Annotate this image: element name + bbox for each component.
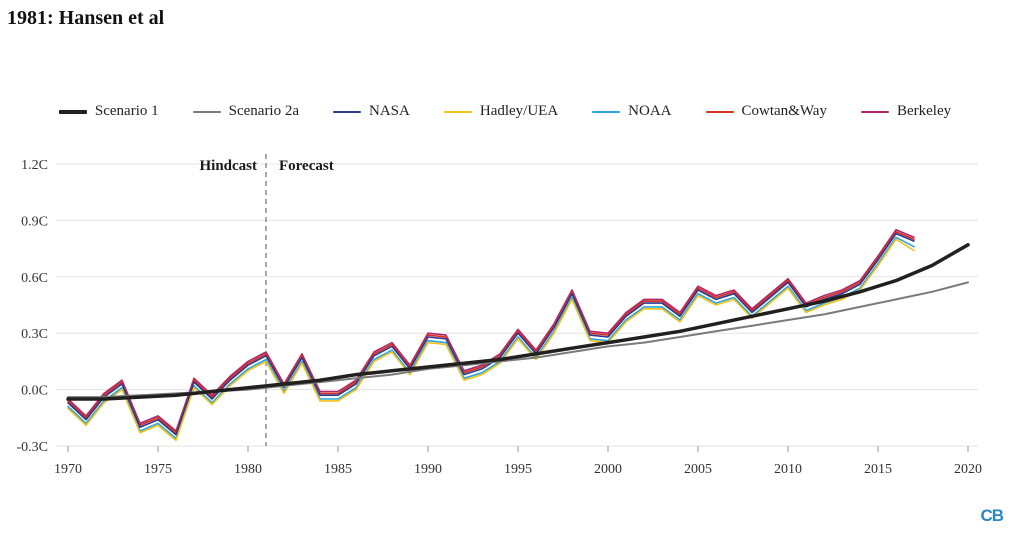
x-axis-label: 1975 bbox=[144, 462, 172, 477]
x-axis-label: 1970 bbox=[54, 462, 82, 477]
legend-label: NASA bbox=[369, 103, 410, 119]
legend-item-berkeley: Berkeley bbox=[860, 103, 952, 120]
y-axis-label: 1.2C bbox=[21, 158, 48, 173]
legend-item-nasa: NASA bbox=[333, 103, 410, 120]
x-axis-label: 1985 bbox=[324, 462, 352, 477]
legend-label: Hadley/UEA bbox=[479, 103, 559, 119]
y-axis-label: 0.6C bbox=[21, 271, 48, 286]
annotation-forecast: Forecast bbox=[279, 158, 334, 174]
legend-swatch-berkeley bbox=[860, 110, 889, 113]
legend-label: NOAA bbox=[628, 103, 672, 119]
series-line-cowtan-way bbox=[67, 230, 915, 434]
annotation-hindcast: Hindcast bbox=[199, 158, 257, 174]
y-axis-label: -0.3C bbox=[17, 440, 49, 455]
series-line-berkeley bbox=[67, 229, 915, 432]
legend-item-scenario-1: Scenario 1 bbox=[58, 103, 159, 120]
legend-swatch-hadley-uea bbox=[443, 110, 472, 113]
series-line-hadley-uea bbox=[67, 238, 915, 442]
x-axis-label: 1990 bbox=[414, 462, 442, 477]
x-axis-label: 2015 bbox=[864, 462, 892, 477]
page-title: 1981: Hansen et al bbox=[7, 7, 165, 29]
x-axis-label: 2010 bbox=[774, 462, 802, 477]
legend-label: Cowtan&Way bbox=[741, 103, 827, 119]
carbon-brief-logo: CB bbox=[980, 506, 1004, 525]
legend-swatch-nasa bbox=[333, 110, 362, 113]
legend-label: Berkeley bbox=[896, 103, 952, 119]
series-line-noaa bbox=[67, 236, 915, 440]
x-axis-label: 2020 bbox=[954, 462, 982, 477]
legend-swatch-noaa bbox=[592, 110, 621, 113]
x-axis-label: 2000 bbox=[594, 462, 622, 477]
series-line-scenario-1 bbox=[66, 243, 970, 401]
y-axis-label: 0.9C bbox=[21, 214, 48, 229]
legend-item-noaa: NOAA bbox=[592, 103, 672, 120]
series-line-nasa bbox=[67, 232, 915, 436]
legend-label: Scenario 1 bbox=[94, 103, 159, 119]
legend-swatch-scenario-2a bbox=[192, 110, 221, 113]
legend: Scenario 1 Scenario 2a NASA Hadley/UEA NOAA C… bbox=[0, 103, 1010, 120]
legend-item-cowtan-way: Cowtan&Way bbox=[705, 103, 827, 120]
legend-item-hadley-uea: Hadley/UEA bbox=[443, 103, 559, 120]
x-axis-label: 1995 bbox=[504, 462, 532, 477]
y-axis-label: 0.3C bbox=[21, 327, 48, 342]
x-axis-label: 1980 bbox=[234, 462, 262, 477]
legend-item-scenario-2a: Scenario 2a bbox=[192, 103, 300, 120]
legend-label: Scenario 2a bbox=[228, 103, 300, 119]
legend-swatch-cowtan-way bbox=[705, 110, 734, 113]
legend-swatch-scenario-1 bbox=[58, 109, 87, 114]
x-axis-label: 2005 bbox=[684, 462, 712, 477]
y-axis-label: 0.0C bbox=[21, 384, 48, 399]
